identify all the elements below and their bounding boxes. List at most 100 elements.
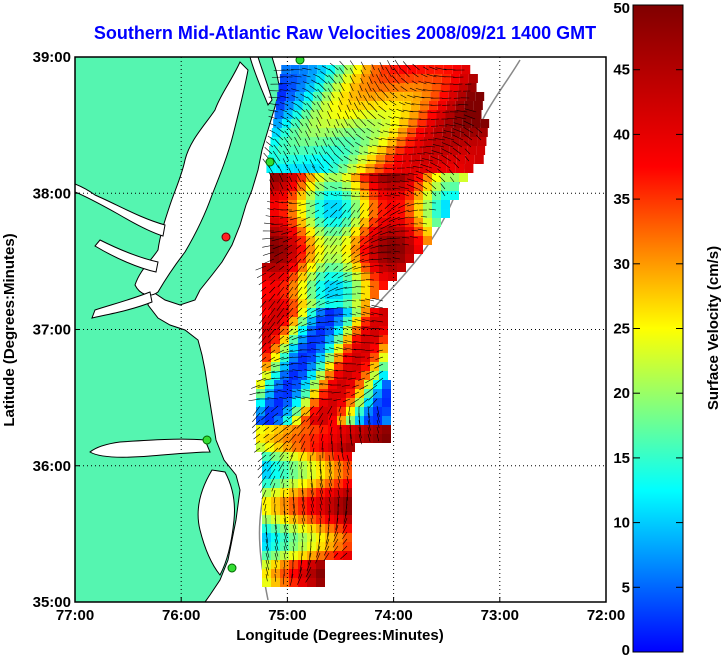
velocity-vector (335, 361, 348, 365)
velocity-vector (269, 475, 276, 486)
velocity-vector (267, 164, 275, 176)
velocity-cell (343, 335, 352, 344)
velocity-cell (327, 119, 337, 128)
velocity-cell (414, 137, 424, 146)
velocity-cell (271, 497, 280, 506)
velocity-cell (387, 182, 396, 191)
velocity-vector (340, 327, 348, 330)
velocity-vector (311, 258, 320, 269)
velocity-cell (283, 443, 292, 452)
velocity-vector (251, 384, 261, 389)
velocity-vector (367, 223, 374, 230)
velocity-vector (301, 216, 311, 222)
velocity-vector (320, 145, 327, 155)
velocity-vector (309, 342, 321, 344)
velocity-cell (289, 308, 298, 317)
velocity-vector (254, 440, 261, 446)
velocity-cell (280, 317, 289, 326)
velocity-vector (339, 230, 347, 241)
velocity-cell (279, 182, 288, 191)
velocity-cell (286, 92, 296, 101)
velocity-cell (325, 308, 334, 317)
velocity-vector (319, 361, 330, 365)
velocity-cell (423, 209, 432, 218)
velocity-vector (276, 293, 285, 304)
velocity-vector (382, 209, 392, 217)
velocity-cell (334, 335, 343, 344)
velocity-cell (414, 218, 423, 227)
velocity-vector (393, 67, 401, 78)
velocity-cell (280, 371, 289, 380)
velocity-vector (265, 573, 268, 582)
velocity-cell (342, 200, 351, 209)
velocity-cell (414, 173, 423, 182)
velocity-vector (348, 405, 351, 416)
velocity-vector (283, 503, 286, 515)
velocity-cell (405, 245, 414, 254)
velocity-cell (274, 443, 283, 452)
velocity-cell (288, 173, 297, 182)
velocity-vector (400, 86, 408, 92)
velocity-vector (346, 475, 349, 484)
velocity-vector (411, 80, 418, 85)
velocity-vector (376, 405, 380, 417)
velocity-vector (263, 433, 270, 439)
velocity-cell (279, 209, 288, 218)
velocity-cell (364, 416, 373, 425)
velocity-vector (269, 440, 279, 449)
velocity-cell (271, 362, 280, 371)
velocity-cell (297, 236, 306, 245)
velocity-cell (315, 182, 324, 191)
velocity-vector (375, 356, 384, 361)
velocity-vector (307, 552, 312, 565)
velocity-vector (264, 503, 267, 511)
velocity-vector (301, 187, 311, 197)
velocity-vector (393, 116, 404, 120)
velocity-cell (279, 173, 288, 182)
velocity-vector (301, 503, 306, 516)
velocity-vector (365, 279, 375, 281)
velocity-vector (305, 566, 312, 578)
velocity-cell (271, 371, 280, 380)
velocity-cell (432, 137, 442, 146)
velocity-cell (459, 137, 469, 146)
velocity-vector (381, 81, 390, 92)
velocity-vector (283, 573, 285, 585)
velocity-vector (274, 251, 284, 257)
velocity-vector (463, 133, 473, 141)
velocity-vector (268, 356, 276, 362)
velocity-vector (320, 237, 329, 248)
velocity-vector (366, 144, 373, 148)
velocity-cell (385, 92, 395, 101)
velocity-vector (407, 189, 419, 197)
velocity-vector (317, 538, 321, 551)
velocity-vector (315, 141, 319, 148)
velocity-cell (334, 308, 343, 317)
velocity-vector (311, 237, 320, 247)
velocity-cell (343, 497, 352, 506)
velocity-cell (352, 353, 361, 362)
velocity-vector (361, 258, 374, 263)
velocity-vector (452, 134, 464, 141)
velocity-vector (272, 419, 279, 425)
y-tick-label: 39:00 (33, 49, 71, 66)
velocity-cell (334, 533, 343, 542)
velocity-vector (330, 426, 333, 436)
velocity-vector (366, 356, 375, 359)
velocity-vector (296, 412, 306, 422)
velocity-vector (315, 124, 321, 134)
velocity-vector (287, 321, 294, 327)
velocity-cell (396, 236, 405, 245)
velocity-cell (352, 290, 361, 299)
velocity-vector (311, 165, 320, 176)
velocity-cell (287, 83, 297, 92)
velocity-vector (252, 412, 261, 423)
velocity-vector (337, 468, 341, 478)
velocity-cell (405, 227, 414, 236)
velocity-vector (279, 181, 284, 190)
velocity-vector (290, 573, 294, 586)
velocity-vector (355, 141, 364, 148)
velocity-vector (329, 216, 338, 226)
velocity-cell (319, 425, 328, 434)
